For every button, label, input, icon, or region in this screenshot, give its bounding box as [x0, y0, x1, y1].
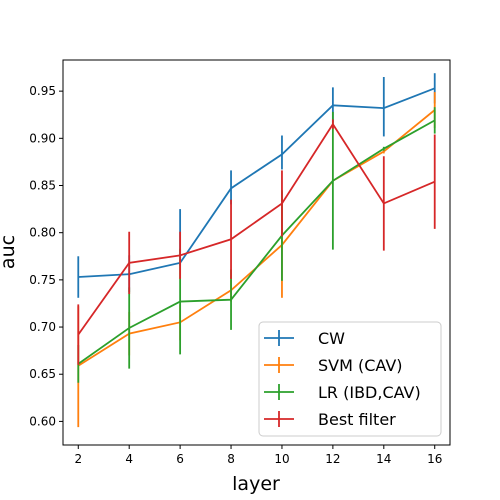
y-tick-label: 0.85	[29, 179, 56, 193]
x-tick-label: 16	[427, 452, 442, 466]
legend-box	[258, 321, 442, 437]
x-tick-label: 12	[325, 452, 340, 466]
series-layer	[77, 73, 436, 428]
x-tick-label: 8	[227, 452, 235, 466]
legend-label: Best filter	[318, 410, 396, 429]
legend-entry: Best filter	[264, 410, 396, 429]
y-tick-label: 0.80	[29, 226, 56, 240]
y-tick-label: 0.90	[29, 131, 56, 145]
legend: CW SVM (CAV) LR (IBD,CAV) Best filter	[258, 321, 442, 437]
series-line	[78, 87, 436, 278]
plot-frame	[62, 59, 451, 446]
x-tick-label: 10	[274, 452, 289, 466]
legend-label: SVM (CAV)	[318, 356, 403, 375]
y-tick-label: 0.60	[29, 414, 56, 428]
y-tick-label: 0.95	[29, 84, 56, 98]
legend-label: CW	[318, 329, 345, 348]
legend-entry: CW	[264, 329, 345, 348]
legend-label: LR (IBD,CAV)	[318, 383, 421, 402]
x-tick-label: 2	[74, 452, 82, 466]
x-tick-label: 14	[376, 452, 391, 466]
y-axis-label: auc	[0, 235, 19, 269]
y-tick-label: 0.75	[29, 273, 56, 287]
y-tick-label: 0.65	[29, 367, 56, 381]
y-axis: 0.60 0.65 0.70 0.75 0.80 0.85 0.90 0.95	[29, 84, 63, 428]
legend-entry: LR (IBD,CAV)	[264, 383, 421, 402]
series-line	[77, 122, 436, 336]
y-tick-label: 0.70	[29, 320, 56, 334]
series-line	[77, 119, 436, 365]
x-tick-label: 6	[176, 452, 184, 466]
series-best-filter	[77, 119, 436, 365]
x-axis-label: layer	[232, 473, 280, 495]
x-axis: 2 4 6 8 10 12 14 16	[74, 445, 442, 466]
legend-entry: SVM (CAV)	[264, 356, 403, 375]
x-tick-label: 4	[125, 452, 133, 466]
